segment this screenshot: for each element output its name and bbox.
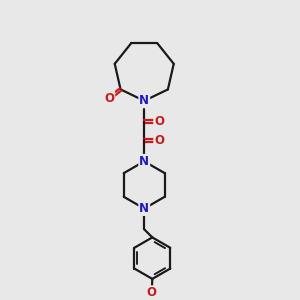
Text: O: O (147, 286, 157, 299)
Text: O: O (154, 134, 164, 147)
Text: O: O (154, 115, 164, 128)
Text: N: N (139, 202, 149, 215)
Text: N: N (139, 94, 149, 107)
Text: O: O (104, 92, 114, 105)
Text: N: N (139, 155, 149, 168)
